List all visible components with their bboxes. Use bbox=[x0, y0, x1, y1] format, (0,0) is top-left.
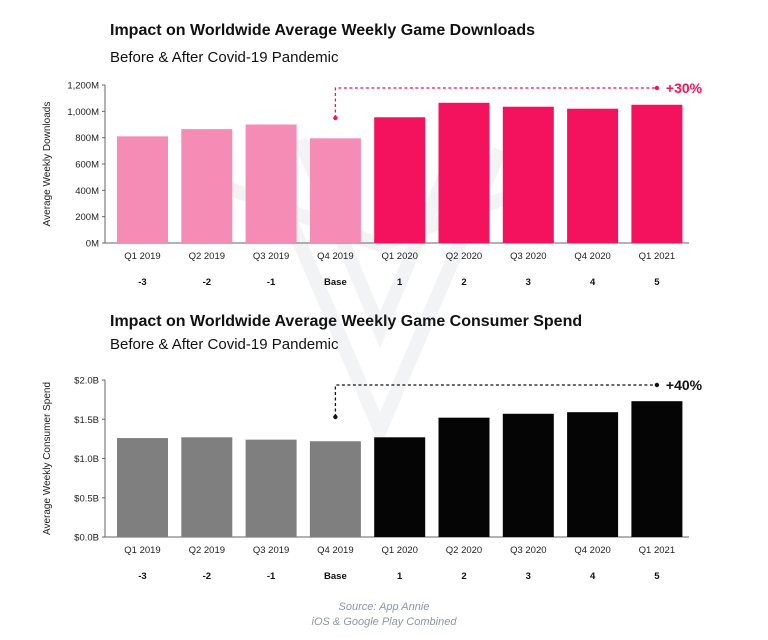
y-tick-label: 600M bbox=[75, 160, 99, 171]
x-tick-label: Q2 2020 bbox=[446, 545, 482, 556]
period-index-label: 1 bbox=[397, 277, 403, 288]
bar-q1-2019 bbox=[117, 438, 168, 537]
chart2-title: Impact on Worldwide Average Weekly Game … bbox=[110, 313, 583, 330]
period-index-label: 4 bbox=[590, 277, 596, 288]
period-index-label: -1 bbox=[267, 571, 276, 582]
bar-q1-2021 bbox=[631, 401, 683, 537]
x-tick-label: Q2 2020 bbox=[446, 251, 482, 262]
period-index-label: 2 bbox=[461, 277, 466, 288]
period-index-label: 5 bbox=[654, 277, 660, 288]
source-line-1: Source: App Annie bbox=[338, 601, 430, 613]
period-index-label: -2 bbox=[203, 571, 211, 582]
bar-q2-2020 bbox=[438, 417, 490, 537]
annotation-start-dot bbox=[333, 115, 338, 121]
y-tick-label: $0.5B bbox=[74, 493, 99, 504]
x-tick-label: Q1 2019 bbox=[124, 545, 160, 556]
period-index-label: -2 bbox=[203, 277, 211, 288]
bar-q4-2020 bbox=[567, 108, 619, 243]
bar-q4-2019 bbox=[309, 441, 361, 537]
period-index-label: -3 bbox=[138, 277, 146, 288]
x-tick-label: Q1 2019 bbox=[124, 251, 160, 262]
bar-q4-2019 bbox=[309, 138, 361, 243]
period-index-label: 2 bbox=[461, 571, 466, 582]
y-tick-label: 200M bbox=[75, 212, 99, 223]
y-tick-label: $0.0B bbox=[74, 533, 99, 544]
x-tick-label: Q2 2019 bbox=[189, 545, 225, 556]
annotation-start-dot bbox=[333, 414, 338, 420]
chart1-subtitle: Before & After Covid-19 Pandemic bbox=[110, 49, 339, 66]
x-tick-label: Q3 2020 bbox=[510, 251, 546, 262]
chart1-title: Impact on Worldwide Average Weekly Game … bbox=[110, 22, 535, 39]
annotation-label: +30% bbox=[666, 80, 703, 96]
bar-q1-2021 bbox=[631, 104, 683, 243]
period-index-label: 3 bbox=[526, 571, 531, 582]
bar-q3-2020 bbox=[502, 106, 554, 243]
y-tick-label: 1,000M bbox=[67, 107, 99, 118]
bar-q2-2019 bbox=[181, 437, 233, 537]
x-tick-label: Q2 2019 bbox=[189, 251, 225, 262]
x-tick-label: Q1 2020 bbox=[381, 545, 417, 556]
period-index-label: 4 bbox=[590, 571, 596, 582]
x-tick-label: Q3 2019 bbox=[253, 545, 289, 556]
bar-q1-2020 bbox=[374, 117, 426, 243]
period-index-label: Base bbox=[324, 571, 347, 582]
period-index-label: 5 bbox=[654, 571, 660, 582]
x-tick-label: Q1 2021 bbox=[639, 545, 675, 556]
x-tick-label: Q3 2020 bbox=[510, 545, 546, 556]
y-axis-label: Average Weekly Consumer Spend bbox=[42, 382, 53, 535]
x-tick-label: Q1 2021 bbox=[639, 251, 675, 262]
y-tick-label: $2.0B bbox=[74, 376, 99, 387]
y-axis-label: Average Weekly Downloads bbox=[42, 102, 53, 227]
x-tick-label: Q4 2020 bbox=[574, 251, 610, 262]
y-tick-label: 800M bbox=[75, 133, 99, 144]
annotation-end-dot bbox=[654, 382, 660, 388]
x-tick-label: Q4 2020 bbox=[574, 545, 610, 556]
source-line-2: iOS & Google Play Combined bbox=[311, 616, 457, 628]
annotation-label: +40% bbox=[666, 377, 703, 393]
bar-q1-2020 bbox=[374, 437, 426, 537]
bar-q3-2019 bbox=[245, 124, 297, 243]
annotation-bracket bbox=[334, 87, 657, 118]
y-tick-label: 400M bbox=[75, 186, 99, 197]
period-index-label: -3 bbox=[138, 571, 146, 582]
period-index-label: 3 bbox=[526, 277, 531, 288]
bar-q3-2020 bbox=[502, 413, 554, 537]
period-index-label: Base bbox=[324, 277, 347, 288]
y-tick-label: $1.0B bbox=[74, 454, 99, 465]
y-tick-label: $1.5B bbox=[74, 415, 99, 426]
y-tick-label: 0M bbox=[86, 239, 99, 250]
period-index-label: -1 bbox=[267, 277, 276, 288]
bar-q1-2019 bbox=[117, 136, 168, 243]
annotation-end-dot bbox=[654, 85, 660, 91]
bar-q2-2019 bbox=[181, 129, 233, 243]
source-note: Source: App Annie iOS & Google Play Comb… bbox=[0, 600, 768, 630]
bar-q2-2020 bbox=[438, 102, 490, 244]
period-index-label: 1 bbox=[397, 571, 403, 582]
bar-q3-2019 bbox=[245, 439, 297, 537]
x-tick-label: Q1 2020 bbox=[381, 251, 417, 262]
x-tick-label: Q3 2019 bbox=[253, 251, 289, 262]
x-tick-label: Q4 2019 bbox=[317, 251, 353, 262]
x-tick-label: Q4 2019 bbox=[317, 545, 353, 556]
y-tick-label: 1,200M bbox=[67, 81, 99, 92]
chart2-subtitle: Before & After Covid-19 Pandemic bbox=[110, 336, 339, 353]
bar-q4-2020 bbox=[567, 412, 619, 537]
